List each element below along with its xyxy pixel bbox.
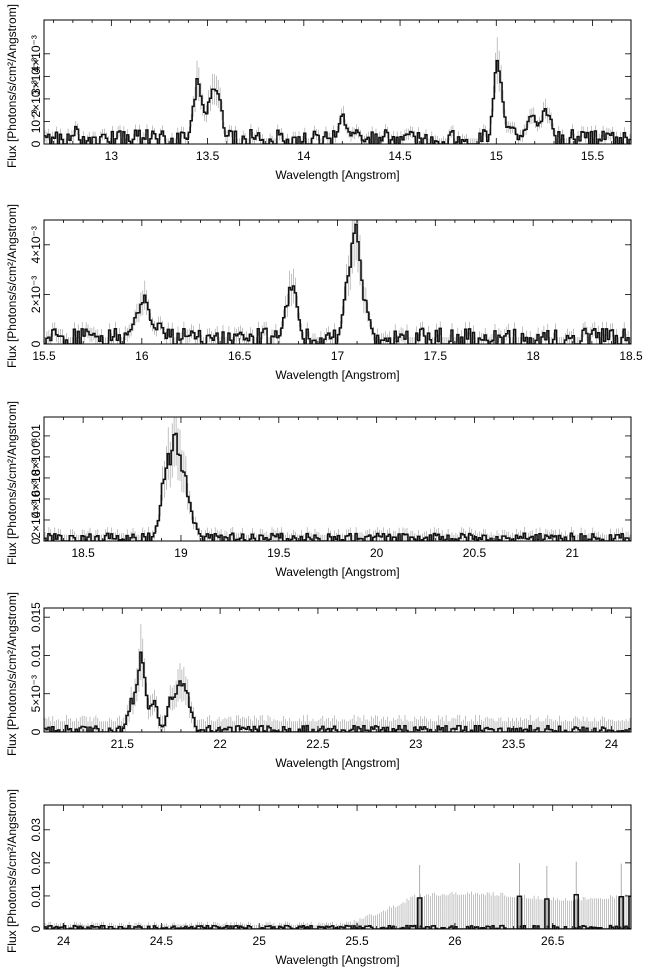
x-axis-label: Wavelength [Angstrom] — [275, 368, 399, 382]
y-tick-label: 4×10⁻³ — [29, 35, 43, 72]
x-tick-label: 24 — [57, 934, 71, 948]
y-tick-label: 8×10⁻³ — [29, 438, 43, 475]
spectrum-line — [44, 651, 631, 732]
x-tick-label: 23 — [409, 737, 423, 751]
x-axis-label: Wavelength [Angstrom] — [275, 168, 399, 182]
x-tick-label: 18.5 — [71, 546, 95, 560]
x-tick-label: 13 — [105, 149, 119, 163]
x-tick-label: 15.5 — [32, 349, 56, 363]
chart-panel-5: 24 24.5 25 25.5 26 26.5 0 0.01 0.02 0.03 Wavelengt… — [5, 789, 632, 967]
spectrum-line — [44, 432, 631, 541]
plot-frame — [43, 804, 632, 930]
y-tick-label: 0.015 — [29, 602, 43, 632]
error-bars — [44, 891, 631, 929]
y-tick-label: 4×10⁻³ — [29, 480, 43, 517]
y-tick-label: 0 — [29, 728, 43, 735]
chart-panel-4: 21.5 22 22.5 23 23.5 24 0 5×10⁻³ 0.01 0.015 Wavele… — [5, 592, 632, 770]
y-tick-label: 0.01 — [29, 424, 43, 448]
x-tick-label: 17.5 — [424, 349, 448, 363]
y-axis-label: Flux [Photons/s/cm²/Angstrom] — [5, 4, 19, 168]
x-tick-label: 16 — [135, 349, 149, 363]
x-tick-label: 18 — [526, 349, 540, 363]
y-tick-label: 0 — [29, 537, 43, 544]
y-tick-label: 0 — [29, 140, 43, 147]
x-tick-label: 26 — [448, 934, 462, 948]
y-axis-label: Flux [Photons/s/cm²/Angstrom] — [5, 592, 19, 756]
plot-frame — [43, 607, 632, 733]
y-tick-label: 3×10⁻³ — [29, 58, 43, 95]
plot-frame — [43, 416, 632, 542]
chart-panel-1: 13 13.5 14 14.5 15 15.5 0 10⁻³2×10⁻³3×10⁻³4×10⁻… — [5, 4, 632, 182]
x-tick-label: 24.5 — [150, 934, 174, 948]
x-tick-label: 23.5 — [502, 737, 526, 751]
x-tick-label: 21.5 — [111, 737, 135, 751]
x-tick-label: 14 — [297, 149, 311, 163]
error-bars — [44, 624, 631, 732]
x-tick-label: 22 — [213, 737, 227, 751]
y-tick-label: 6×10⁻³ — [29, 459, 43, 496]
spike-bin — [416, 897, 423, 929]
y-tick-label: 2×10⁻³ — [29, 276, 43, 313]
error-bars — [44, 417, 631, 541]
spectrum-line — [44, 223, 631, 344]
x-tick-label: 25.5 — [345, 934, 369, 948]
x-tick-label: 19.5 — [267, 546, 291, 560]
spectrum-line — [44, 924, 631, 929]
x-tick-label: 13.5 — [196, 149, 220, 163]
chart-panel-3: 18.5 19 19.5 20 20.5 21 02×10⁻³4×10⁻³6×10⁻³8×1… — [5, 401, 632, 579]
x-tick-label: 19 — [174, 546, 188, 560]
data-layer — [44, 37, 631, 144]
x-axis-label: Wavelength [Angstrom] — [275, 756, 399, 770]
y-tick-label: 0.03 — [29, 818, 43, 842]
y-tick-label: 0.02 — [29, 851, 43, 875]
x-tick-label: 16.5 — [228, 349, 252, 363]
y-axis-label: Flux [Photons/s/cm²/Angstrom] — [5, 204, 19, 368]
y-axis-label: Flux [Photons/s/cm²/Angstrom] — [5, 401, 19, 565]
data-layer — [44, 417, 631, 541]
data-layer — [44, 861, 631, 929]
y-tick-label: 4×10⁻³ — [29, 226, 43, 263]
x-tick-label: 17 — [331, 349, 345, 363]
chart-panel-2: 15.5 16 16.5 17 17.5 18 18.5 0 2×10⁻³ 4×10⁻³ Wavel… — [5, 204, 643, 382]
spike-bin — [628, 895, 631, 929]
data-layer — [44, 624, 631, 732]
error-bars — [44, 37, 631, 144]
x-tick-label: 22.5 — [306, 737, 330, 751]
x-tick-label: 24 — [605, 737, 619, 751]
y-tick-label: 2×10⁻³ — [29, 501, 43, 538]
x-tick-label: 25 — [253, 934, 267, 948]
spike-bin — [618, 895, 624, 929]
x-tick-label: 26.5 — [541, 934, 565, 948]
x-tick-label: 15.5 — [581, 149, 605, 163]
x-tick-label: 21 — [566, 546, 580, 560]
y-tick-label: 10⁻³ — [29, 110, 43, 134]
spike-bin — [544, 898, 550, 929]
x-tick-label: 18.5 — [619, 349, 643, 363]
x-axis-label: Wavelength [Angstrom] — [275, 565, 399, 579]
x-tick-label: 15 — [490, 149, 504, 163]
x-tick-label: 20 — [370, 546, 384, 560]
x-tick-label: 14.5 — [388, 149, 412, 163]
x-tick-label: 20.5 — [463, 546, 487, 560]
plot-frame — [43, 19, 632, 145]
y-tick-label: 0 — [29, 925, 43, 932]
y-tick-label: 2×10⁻³ — [29, 80, 43, 117]
y-axis-label: Flux [Photons/s/cm²/Angstrom] — [5, 789, 19, 953]
spectrum-line — [44, 59, 631, 144]
x-axis-label: Wavelength [Angstrom] — [275, 953, 399, 967]
y-tick-label: 0.01 — [29, 884, 43, 908]
y-tick-label: 5×10⁻³ — [29, 675, 43, 712]
y-tick-label: 0.01 — [29, 643, 43, 667]
data-layer — [44, 220, 631, 344]
y-tick-label: 0 — [29, 340, 43, 347]
error-bars — [44, 220, 631, 344]
